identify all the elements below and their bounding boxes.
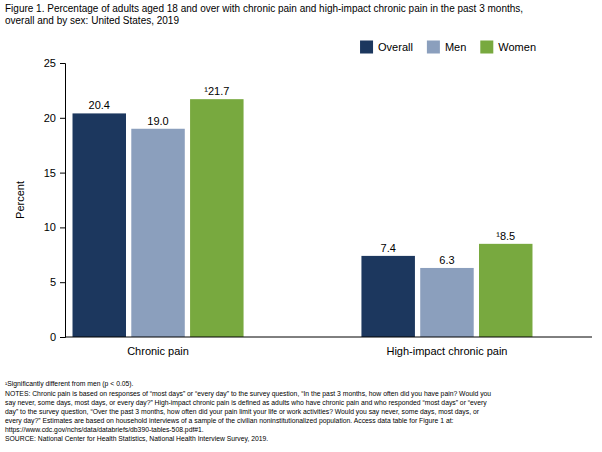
x-tick: High-impact chronic pain	[386, 345, 507, 357]
legend: Overall Men Women	[360, 41, 536, 54]
x-tick: Chronic pain	[127, 345, 189, 357]
bar	[73, 113, 126, 337]
x-axis: Chronic pain High-impact chronic pain	[127, 345, 507, 357]
data-label: 6.3	[439, 254, 454, 266]
y-tick: 5	[50, 276, 65, 288]
y-tick-label: 15	[44, 167, 56, 179]
x-tick-label: High-impact chronic pain	[386, 345, 507, 357]
y-tick: 20	[44, 112, 65, 124]
y-tick-mark	[60, 337, 65, 338]
note-line: every day?” Estimates are based on house…	[5, 417, 454, 425]
title: Figure 1. Percentage of adults aged 18 a…	[5, 3, 523, 26]
note-line: day” to the survey question, “Over the p…	[5, 408, 480, 416]
legend-swatch	[427, 41, 440, 54]
chart-svg: Figure 1. Percentage of adults aged 18 a…	[0, 0, 602, 452]
data-label: 7.4	[381, 242, 396, 254]
legend-label: Women	[498, 41, 536, 53]
y-tick-mark	[60, 63, 65, 64]
note-line: NOTES: Chronic pain is based on response…	[5, 390, 491, 398]
data-label: ¹8.5	[496, 230, 515, 242]
note-line: say never, some days, most days, or ever…	[5, 399, 487, 407]
x-axis-line	[65, 337, 592, 338]
y-tick-label: 25	[44, 57, 56, 69]
y-tick-label: 20	[44, 112, 56, 124]
y-tick: 10	[44, 221, 65, 233]
data-label: ¹21.7	[204, 85, 229, 97]
notes: ¹Significantly different from men (p < 0…	[5, 380, 491, 443]
note-line: https://www.cdc.gov/nchs/data/databriefs…	[5, 426, 204, 434]
data-labels: 20.4 7.4 19.0 6.3 ¹21.7 ¹8.5	[89, 85, 516, 266]
bar	[479, 244, 532, 337]
legend-item: Women	[480, 41, 536, 54]
y-tick-label: 10	[44, 221, 56, 233]
data-label: 19.0	[147, 115, 168, 127]
legend-swatch	[360, 41, 373, 54]
title-line: overall and by sex: United States, 2019	[5, 15, 179, 26]
bar	[131, 129, 184, 337]
bar	[420, 268, 473, 337]
legend-item: Overall	[360, 41, 413, 54]
bar	[190, 99, 243, 337]
legend-label: Overall	[378, 41, 413, 53]
data-label: 20.4	[89, 99, 110, 111]
x-tick-label: Chronic pain	[127, 345, 189, 357]
bars	[73, 99, 533, 337]
y-axis-line	[60, 64, 66, 338]
y-tick: 0	[50, 331, 65, 343]
legend-swatch	[480, 41, 493, 54]
title-line: Figure 1. Percentage of adults aged 18 a…	[5, 3, 523, 14]
y-tick-mark	[60, 227, 65, 228]
footnote: ¹Significantly different from men (p < 0…	[5, 380, 134, 388]
note-line: SOURCE: National Center for Health Stati…	[5, 435, 268, 443]
y-tick: 25	[44, 57, 65, 69]
chart-container: Figure 1. Percentage of adults aged 18 a…	[0, 0, 602, 452]
y-axis: 0 5 10 15 20 25	[44, 57, 66, 343]
y-axis-title: Percent	[14, 181, 26, 219]
y-tick-mark	[60, 282, 65, 283]
legend-label: Men	[445, 41, 466, 53]
y-tick-mark	[60, 118, 65, 119]
y-tick-label: 0	[50, 331, 56, 343]
y-tick-label: 5	[50, 276, 56, 288]
legend-item: Men	[427, 41, 466, 54]
y-tick: 15	[44, 167, 65, 179]
y-tick-mark	[60, 173, 65, 174]
bar	[361, 256, 414, 337]
